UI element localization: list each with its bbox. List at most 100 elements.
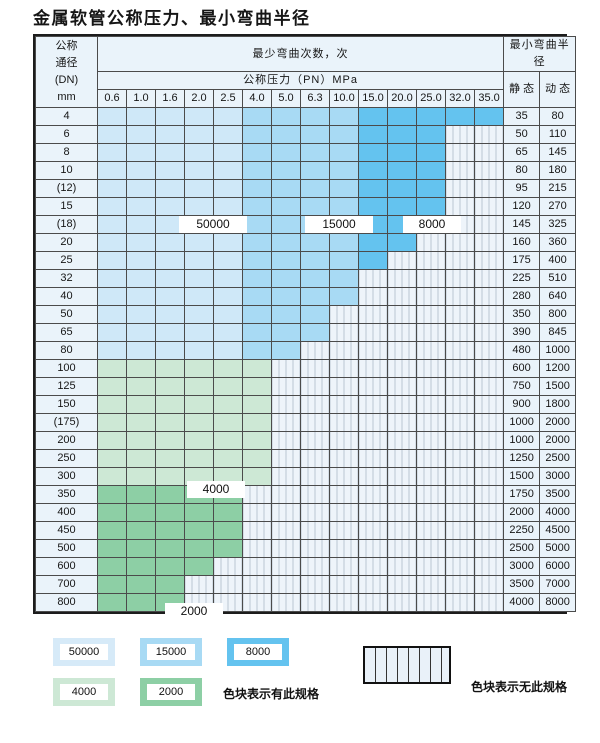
spec-cell (387, 323, 417, 342)
spec-cell (473, 575, 505, 594)
spec-cell (358, 593, 388, 612)
spec-cell (300, 161, 330, 180)
legend-swatch-8000: 8000 (227, 638, 289, 666)
spec-cell (126, 125, 156, 144)
spec-cell (97, 377, 127, 396)
spec-cell (155, 449, 185, 468)
spec-cell (97, 503, 127, 522)
table-row: 65 390 845 (35, 323, 577, 342)
spec-cell (358, 107, 388, 126)
table-row: 20 160 360 (35, 233, 577, 252)
radius-dynamic-cell: 2500 (539, 449, 577, 468)
spec-cell (387, 305, 417, 324)
spec-cell (329, 251, 359, 270)
spec-cell (300, 269, 330, 288)
spec-cell (155, 143, 185, 162)
table-row: 300 1500 3000 (35, 467, 577, 486)
dn-cell: 150 (35, 395, 98, 414)
spec-cell (271, 143, 301, 162)
spec-cell (97, 431, 127, 450)
spec-cell (329, 521, 359, 540)
spec-cell (184, 377, 214, 396)
legend-swatch-15000-label: 15000 (147, 644, 195, 660)
spec-cell (445, 395, 475, 414)
radius-static-cell: 80 (503, 161, 541, 180)
spec-cell (126, 395, 156, 414)
spec-cell (300, 449, 330, 468)
spec-cell (184, 305, 214, 324)
radius-static-cell: 350 (503, 305, 541, 324)
spec-cell (213, 305, 243, 324)
table-row: 600 3000 6000 (35, 557, 577, 576)
spec-cell (445, 233, 475, 252)
pressure-col-header-6.3: 6.3 (300, 89, 330, 108)
spec-cell (97, 233, 127, 252)
dn-cell: 20 (35, 233, 98, 252)
spec-cell (242, 161, 272, 180)
spec-cell (387, 557, 417, 576)
table-row: 125 750 1500 (35, 377, 577, 396)
spec-cell (242, 377, 272, 396)
spec-cell (155, 287, 185, 306)
spec-cell (126, 413, 156, 432)
spec-cell (97, 287, 127, 306)
dn-header-line-1: 公称 (55, 40, 78, 52)
spec-cell (473, 323, 505, 342)
pressure-col-header-1.6: 1.6 (155, 89, 185, 108)
legend-swatch-2000-label: 2000 (147, 684, 195, 700)
legend-swatch-8000-label: 8000 (234, 644, 282, 660)
spec-cell (155, 467, 185, 486)
pressure-col-header-2.0: 2.0 (184, 89, 214, 108)
spec-cell (242, 305, 272, 324)
pressure-col-header-1.0: 1.0 (126, 89, 156, 108)
spec-cell (97, 215, 127, 234)
spec-cell (213, 521, 243, 540)
dn-cell: 6 (35, 125, 98, 144)
spec-cell (358, 521, 388, 540)
radius-dynamic-cell: 360 (539, 233, 577, 252)
spec-cell (126, 431, 156, 450)
table-row: (175) 1000 2000 (35, 413, 577, 432)
spec-cell (329, 557, 359, 576)
spec-cell (300, 359, 330, 378)
spec-cell (300, 323, 330, 342)
dn-cell: (18) (35, 215, 98, 234)
spec-cell (416, 503, 446, 522)
spec-cell (271, 161, 301, 180)
spec-cell (416, 575, 446, 594)
dn-cell: (12) (35, 179, 98, 198)
spec-cell (387, 287, 417, 306)
spec-cell (271, 233, 301, 252)
spec-cell (271, 287, 301, 306)
spec-cell (329, 161, 359, 180)
dn-cell: 15 (35, 197, 98, 216)
spec-cell (184, 539, 214, 558)
spec-cell (242, 341, 272, 360)
spec-cell (155, 323, 185, 342)
spec-cell (300, 467, 330, 486)
spec-cell (184, 161, 214, 180)
spec-cell (387, 539, 417, 558)
spec-cell (242, 125, 272, 144)
spec-cell (271, 377, 301, 396)
radius-dynamic-cell: 180 (539, 161, 577, 180)
legend-row-green: 4000 2000 色块表示有此规格 (33, 678, 567, 710)
spec-cell (300, 593, 330, 612)
table-row: (12) 95 215 (35, 179, 577, 198)
radius-dynamic-cell: 640 (539, 287, 577, 306)
radius-group-header: 最小弯曲半径 (503, 36, 577, 72)
spec-cell (126, 467, 156, 486)
radius-static-cell: 390 (503, 323, 541, 342)
spec-cell (473, 161, 505, 180)
spec-cell (300, 413, 330, 432)
table-row: 400 2000 4000 (35, 503, 577, 522)
spec-cell (126, 341, 156, 360)
spec-cell (358, 233, 388, 252)
spec-cell (329, 197, 359, 216)
spec-cell (387, 377, 417, 396)
spec-cell (387, 233, 417, 252)
spec-cell (97, 539, 127, 558)
spec-cell (387, 125, 417, 144)
spec-cell (445, 341, 475, 360)
radius-static-cell: 480 (503, 341, 541, 360)
